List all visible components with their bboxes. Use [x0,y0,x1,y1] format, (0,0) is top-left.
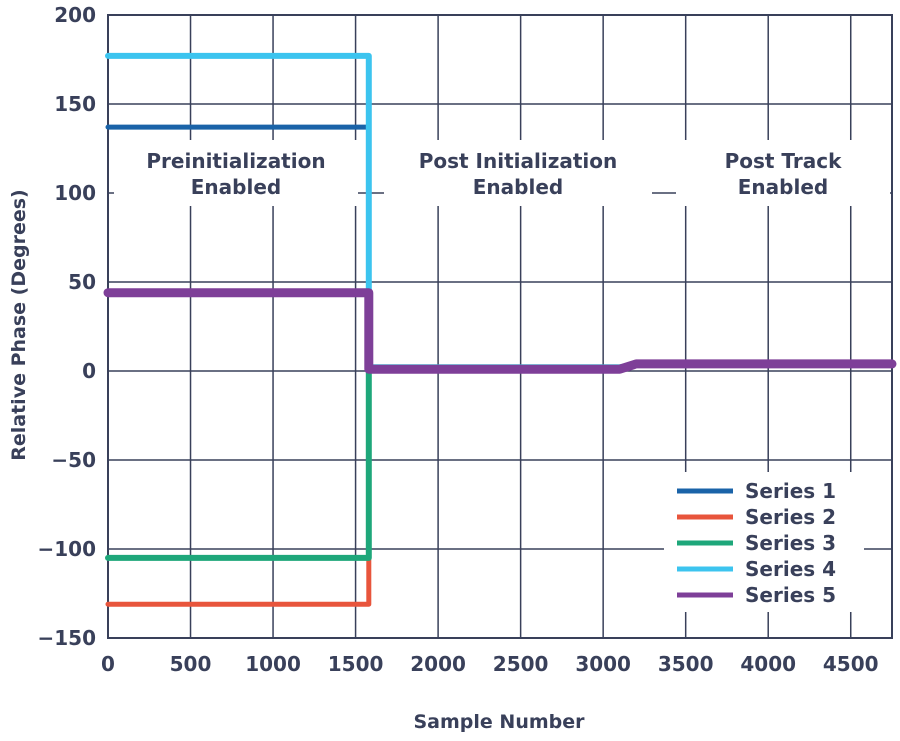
y-tick-label: −100 [37,537,96,561]
x-tick-label: 2000 [410,652,466,676]
x-tick-label: 3000 [575,652,631,676]
region-label-line1: Post Initialization [419,149,618,173]
region-label-line1: Preinitialization [146,149,325,173]
region-label-line2: Enabled [473,175,563,199]
x-tick-label: 4000 [740,652,796,676]
x-tick-label: 1500 [328,652,384,676]
y-tick-label: −150 [37,626,96,650]
x-tick-label: 1000 [245,652,301,676]
region-label-line2: Enabled [191,175,281,199]
y-tick-label: 100 [54,181,96,205]
region-label-bg [114,140,358,206]
x-tick-label: 0 [101,652,115,676]
y-tick-label: −50 [51,448,96,472]
region-label-line2: Enabled [738,175,828,199]
series-line-5 [103,288,897,374]
series-layer [103,52,897,607]
x-axis-title: Sample Number [414,711,586,733]
legend-label: Series 4 [745,557,836,581]
x-tick-label: 2500 [493,652,549,676]
region-label-bg [384,140,652,206]
y-axis-title: Relative Phase (Degrees) [8,189,30,461]
region-label-bg [676,140,890,206]
legend-label: Series 3 [745,531,836,555]
legend-label: Series 2 [745,505,836,529]
tick-labels: 0 500 1000 1500 2000 2500 3000 3500 4000 4500−150… [37,3,878,676]
y-tick-label: 50 [68,270,96,294]
y-tick-label: 0 [82,359,96,383]
x-tick-label: 3500 [658,652,714,676]
x-tick-label: 500 [170,652,212,676]
legend-label: Series 5 [745,583,836,607]
y-tick-label: 150 [54,92,96,116]
y-tick-label: 200 [54,3,96,27]
x-tick-label: 4500 [823,652,879,676]
region-label-line1: Post Track [725,149,842,173]
legend-label: Series 1 [745,479,836,503]
